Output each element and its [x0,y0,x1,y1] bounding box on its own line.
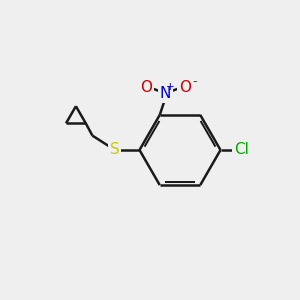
Text: +: + [166,82,175,92]
Text: Cl: Cl [234,142,249,158]
Text: O: O [140,80,152,95]
Text: -: - [192,75,196,88]
Text: S: S [110,142,120,158]
Text: O: O [179,80,191,95]
Text: N: N [160,86,171,101]
